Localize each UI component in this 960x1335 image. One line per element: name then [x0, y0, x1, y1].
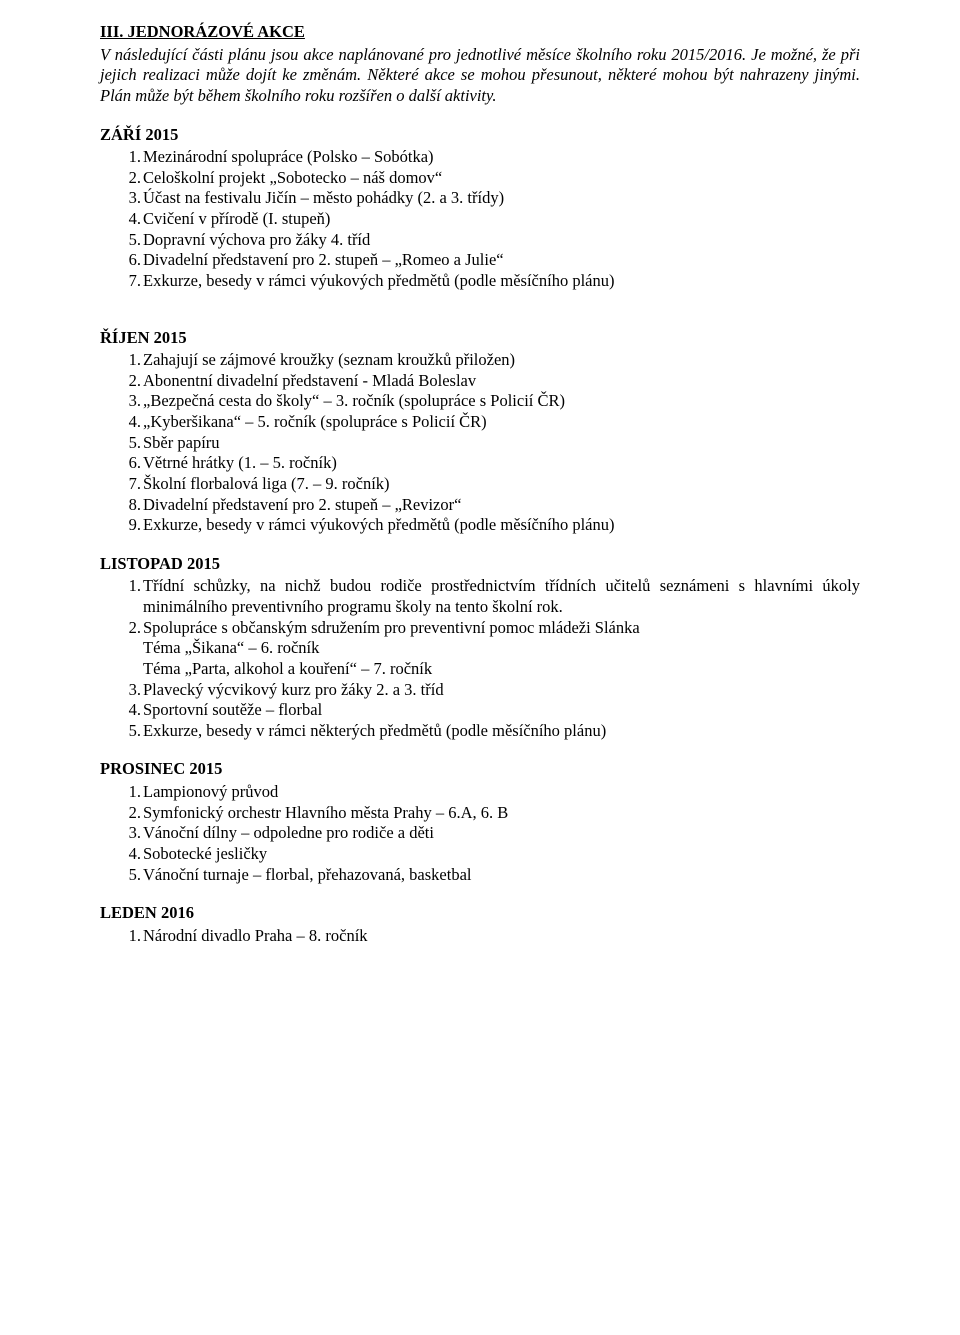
item-text: Sběr papíru	[143, 433, 220, 452]
item-text: „Bezpečná cesta do školy“ – 3. ročník (s…	[143, 391, 565, 410]
item-text: Školní florbalová liga (7. – 9. ročník)	[143, 474, 390, 493]
item-text: Vánoční dílny – odpoledne pro rodiče a d…	[143, 823, 434, 842]
list-item: 1.Národní divadlo Praha – 8. ročník	[125, 926, 860, 947]
main-heading: III. JEDNORÁZOVÉ AKCE	[100, 22, 860, 43]
item-text: Dopravní výchova pro žáky 4. tříd	[143, 230, 370, 249]
item-text: Exkurze, besedy v rámci výukových předmě…	[143, 271, 614, 290]
october-heading: ŘÍJEN 2015	[100, 328, 860, 349]
item-subline: Téma „Šikana“ – 6. ročník	[143, 638, 860, 659]
list-item: 2.Symfonický orchestr Hlavního města Pra…	[125, 803, 860, 824]
list-item: 6.Divadelní představení pro 2. stupeň – …	[125, 250, 860, 271]
list-item: 7.Školní florbalová liga (7. – 9. ročník…	[125, 474, 860, 495]
list-item: 3.Plavecký výcvikový kurz pro žáky 2. a …	[125, 680, 860, 701]
list-item: 5.Dopravní výchova pro žáky 4. tříd	[125, 230, 860, 251]
item-text: Národní divadlo Praha – 8. ročník	[143, 926, 368, 945]
list-item: 3.Účast na festivalu Jičín – město pohád…	[125, 188, 860, 209]
list-item: 2.Abonentní divadelní představení - Mlad…	[125, 371, 860, 392]
item-text: Sobotecké jesličky	[143, 844, 267, 863]
item-text: Lampionový průvod	[143, 782, 278, 801]
item-subline: Téma „Parta, alkohol a kouření“ – 7. roč…	[143, 659, 860, 680]
december-heading: PROSINEC 2015	[100, 759, 860, 780]
list-item: 9.Exkurze, besedy v rámci výukových před…	[125, 515, 860, 536]
item-text: Divadelní představení pro 2. stupeň – „R…	[143, 495, 461, 514]
item-text: Větrné hrátky (1. – 5. ročník)	[143, 453, 337, 472]
item-text: Divadelní představení pro 2. stupeň – „R…	[143, 250, 504, 269]
list-item: 1.Mezinárodní spolupráce (Polsko – Sobót…	[125, 147, 860, 168]
item-text: Symfonický orchestr Hlavního města Prahy…	[143, 803, 508, 822]
list-item: 5.Exkurze, besedy v rámci některých před…	[125, 721, 860, 742]
september-heading: ZÁŘÍ 2015	[100, 125, 860, 146]
december-list: 1.Lampionový průvod 2.Symfonický orchest…	[100, 782, 860, 885]
item-text: Vánoční turnaje – florbal, přehazovaná, …	[143, 865, 472, 884]
list-item: 4.„Kyberšikana“ – 5. ročník (spolupráce …	[125, 412, 860, 433]
january-heading: LEDEN 2016	[100, 903, 860, 924]
item-text: „Kyberšikana“ – 5. ročník (spolupráce s …	[143, 412, 487, 431]
list-item: 1.Lampionový průvod	[125, 782, 860, 803]
item-text: Účast na festivalu Jičín – město pohádky…	[143, 188, 504, 207]
list-item: 5.Vánoční turnaje – florbal, přehazovaná…	[125, 865, 860, 886]
intro-paragraph: V následující části plánu jsou akce napl…	[100, 45, 860, 107]
november-list: 1.Třídní schůzky, na nichž budou rodiče …	[100, 576, 860, 741]
september-list: 1.Mezinárodní spolupráce (Polsko – Sobót…	[100, 147, 860, 291]
list-item: 7.Exkurze, besedy v rámci výukových před…	[125, 271, 860, 292]
list-item: 8.Divadelní představení pro 2. stupeň – …	[125, 495, 860, 516]
january-list: 1.Národní divadlo Praha – 8. ročník	[100, 926, 860, 947]
list-item: 4.Sportovní soutěže – florbal	[125, 700, 860, 721]
item-text: Celoškolní projekt „Sobotecko – náš domo…	[143, 168, 442, 187]
list-item: 3. „Bezpečná cesta do školy“ – 3. ročník…	[125, 391, 860, 412]
item-text: Abonentní divadelní představení - Mladá …	[143, 371, 476, 390]
list-item: 1.Zahajují se zájmové kroužky (seznam kr…	[125, 350, 860, 371]
list-item: 5.Sběr papíru	[125, 433, 860, 454]
list-item: 4.Cvičení v přírodě (I. stupeň)	[125, 209, 860, 230]
october-list: 1.Zahajují se zájmové kroužky (seznam kr…	[100, 350, 860, 536]
november-heading: LISTOPAD 2015	[100, 554, 860, 575]
page: III. JEDNORÁZOVÉ AKCE V následující část…	[0, 0, 960, 1335]
item-text: Mezinárodní spolupráce (Polsko – Sobótka…	[143, 147, 434, 166]
list-item: 2. Spolupráce s občanským sdružením pro …	[125, 618, 860, 680]
item-text: Exkurze, besedy v rámci výukových předmě…	[143, 515, 614, 534]
item-text: Sportovní soutěže – florbal	[143, 700, 322, 719]
item-text: Třídní schůzky, na nichž budou rodiče pr…	[143, 576, 860, 616]
list-item: 6.Větrné hrátky (1. – 5. ročník)	[125, 453, 860, 474]
list-item: 3.Vánoční dílny – odpoledne pro rodiče a…	[125, 823, 860, 844]
item-text: Plavecký výcvikový kurz pro žáky 2. a 3.…	[143, 680, 444, 699]
item-text: Cvičení v přírodě (I. stupeň)	[143, 209, 330, 228]
list-item: 4.Sobotecké jesličky	[125, 844, 860, 865]
item-text: Exkurze, besedy v rámci některých předmě…	[143, 721, 606, 740]
item-text: Spolupráce s občanským sdružením pro pre…	[143, 618, 640, 637]
list-item: 2.Celoškolní projekt „Sobotecko – náš do…	[125, 168, 860, 189]
list-item: 1.Třídní schůzky, na nichž budou rodiče …	[125, 576, 860, 617]
item-text: Zahajují se zájmové kroužky (seznam krou…	[143, 350, 515, 369]
